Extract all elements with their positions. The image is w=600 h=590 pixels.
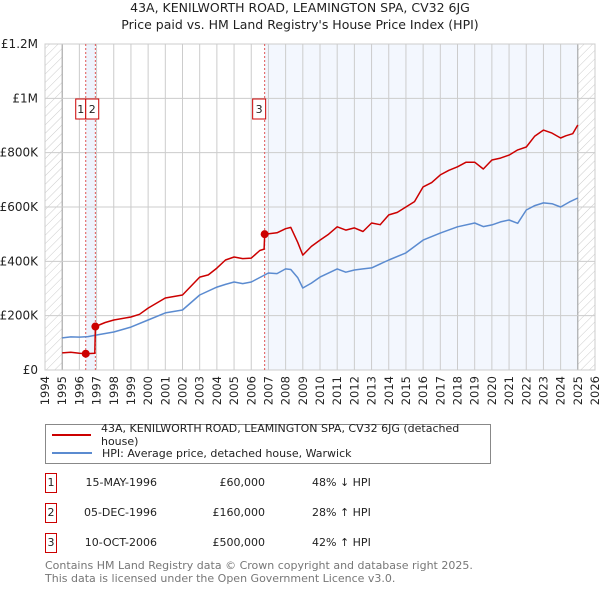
x-tick-label: 2000 <box>141 376 155 405</box>
x-tick-label: 2016 <box>416 376 430 405</box>
x-tick-label: 1998 <box>107 376 121 405</box>
hpi-series-line <box>62 197 579 339</box>
chart-title: 43A, KENILWORTH ROAD, LEAMINGTON SPA, CV… <box>130 0 470 15</box>
x-tick-label: 2022 <box>519 376 533 405</box>
x-tick-label: 2012 <box>347 376 361 405</box>
x-tick-label: 2009 <box>296 376 310 405</box>
transaction-number: 3 <box>45 533 57 553</box>
x-tick-label: 2021 <box>502 376 516 405</box>
x-tick-label: 1997 <box>90 376 104 405</box>
x-tick-label: 2001 <box>158 376 172 405</box>
y-tick-label: £400K <box>0 254 39 268</box>
x-tick-label: 2006 <box>244 376 258 405</box>
sale-label: 3 <box>256 103 263 116</box>
x-tick-label: 2007 <box>261 376 275 405</box>
sale-point <box>260 230 269 239</box>
x-tick-label: 2003 <box>193 376 207 405</box>
sale-label-box <box>252 98 267 120</box>
sale-label: 2 <box>89 103 96 116</box>
transaction-row: 2 05-DEC-1996 £160,000 28% ↑ HPI <box>45 503 445 523</box>
price-paid-series-line <box>62 124 579 355</box>
x-tick-label: 2004 <box>210 376 224 405</box>
x-tick-label: 1995 <box>55 376 69 405</box>
transaction-hpi: 48% ↓ HPI <box>312 476 371 489</box>
x-tick-label: 2002 <box>176 376 190 405</box>
x-tick-label: 2014 <box>382 376 396 405</box>
x-tick-label: 2015 <box>399 376 413 405</box>
x-tick-label: 2013 <box>365 376 379 405</box>
y-tick-label: £200K <box>0 309 39 323</box>
legend-item-hpi: HPI: Average price, detached house, Warw… <box>52 445 352 461</box>
x-tick-label: 1994 <box>38 376 52 405</box>
transaction-hpi: 42% ↑ HPI <box>312 536 371 549</box>
y-tick-label: £1.2M <box>1 37 38 51</box>
transaction-row: 1 15-MAY-1996 £60,000 48% ↓ HPI <box>45 473 445 493</box>
legend-item-property: 43A, KENILWORTH ROAD, LEAMINGTON SPA, CV… <box>52 422 490 448</box>
transaction-date: 05-DEC-1996 <box>83 506 157 519</box>
y-tick-label: £800K <box>0 146 39 160</box>
transaction-date: 10-OCT-2006 <box>84 536 157 549</box>
transaction-number: 2 <box>45 503 57 523</box>
x-tick-label: 2005 <box>227 376 241 405</box>
sale-label: 1 <box>77 103 84 116</box>
footer-copyright: Contains HM Land Registry data © Crown c… <box>45 559 473 572</box>
sale-point <box>81 349 90 358</box>
sale-point <box>91 322 100 331</box>
x-tick-label: 2017 <box>433 376 447 405</box>
legend-swatch-blue <box>52 452 92 454</box>
x-tick-label: 1999 <box>124 376 138 405</box>
transaction-row: 3 10-OCT-2006 £500,000 42% ↑ HPI <box>45 533 445 553</box>
x-tick-label: 2020 <box>485 376 499 405</box>
transaction-price: £60,000 <box>219 476 266 489</box>
transaction-hpi: 28% ↑ HPI <box>312 506 371 519</box>
legend-swatch-red <box>52 434 91 436</box>
x-tick-label: 2025 <box>571 376 585 405</box>
legend: 43A, KENILWORTH ROAD, LEAMINGTON SPA, CV… <box>45 422 491 464</box>
x-tick-label: 2008 <box>279 376 293 405</box>
sale-label-box <box>85 98 100 120</box>
legend-label: 43A, KENILWORTH ROAD, LEAMINGTON SPA, CV… <box>100 422 460 448</box>
x-tick-label: 2024 <box>554 376 568 405</box>
chart-subtitle: Price paid vs. HM Land Registry's House … <box>121 17 479 32</box>
x-tick-label: 2011 <box>330 376 344 405</box>
y-tick-label: £600K <box>0 200 39 214</box>
footer-licence: This data is licensed under the Open Gov… <box>45 572 396 585</box>
y-tick-label: £0 <box>23 363 38 377</box>
transaction-date: 15-MAY-1996 <box>85 476 157 489</box>
x-tick-label: 2026 <box>588 376 600 405</box>
transaction-price: £160,000 <box>212 506 266 519</box>
x-tick-label: 2019 <box>468 376 482 405</box>
x-tick-label: 2023 <box>536 376 550 405</box>
y-tick-label: £1M <box>12 91 38 105</box>
transaction-number: 1 <box>45 473 57 493</box>
x-tick-label: 2010 <box>313 376 327 405</box>
x-tick-label: 1996 <box>72 376 86 405</box>
transaction-price: £500,000 <box>212 536 266 549</box>
x-tick-label: 2018 <box>451 376 465 405</box>
legend-label: HPI: Average price, detached house, Warw… <box>102 446 352 460</box>
plot-border <box>44 43 596 371</box>
